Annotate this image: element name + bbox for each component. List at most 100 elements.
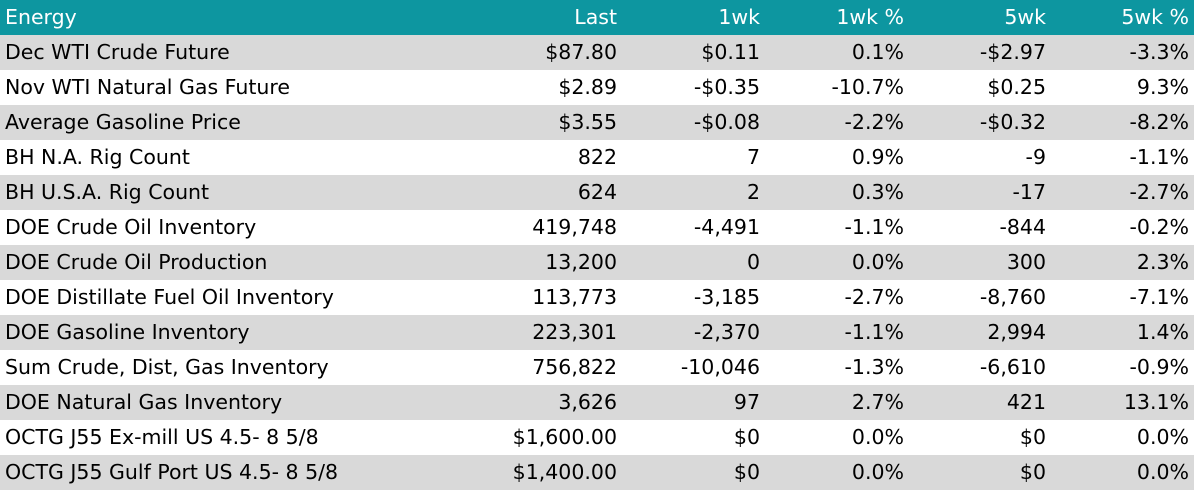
table-row: DOE Natural Gas Inventory 3,626 97 2.7% 421 1… [0, 385, 1194, 420]
cell-last: 624 [577, 180, 617, 204]
cell-1wk: $0 [733, 460, 760, 484]
cell-name: Nov WTI Natural Gas Future [5, 75, 290, 99]
cell-5wk-pct: 13.1% [1123, 390, 1189, 414]
cell-name: DOE Crude Oil Production [5, 250, 268, 274]
cell-5wk-pct: 9.3% [1136, 75, 1189, 99]
cell-5wk: $0 [1019, 425, 1046, 449]
cell-1wk-pct: 0.9% [851, 145, 904, 169]
cell-name: Dec WTI Crude Future [5, 40, 230, 64]
cell-5wk-pct: -2.7% [1129, 180, 1189, 204]
cell-5wk: -$2.97 [979, 40, 1046, 64]
cell-5wk-pct: 2.3% [1136, 250, 1189, 274]
table-row: DOE Crude Oil Inventory 419,748 -4,491 -1.1… [0, 210, 1194, 245]
header-1wk: 1wk [718, 5, 760, 29]
cell-5wk: 421 [1006, 390, 1046, 414]
header-5wk: 5wk [1004, 5, 1046, 29]
cell-name: DOE Gasoline Inventory [5, 320, 250, 344]
cell-last: $87.80 [545, 40, 617, 64]
table-row: Sum Crude, Dist, Gas Inventory 756,822 -10… [0, 350, 1194, 385]
cell-name: Average Gasoline Price [5, 110, 241, 134]
cell-name: OCTG J55 Ex-mill US 4.5- 8 5/8 [5, 425, 319, 449]
table-body: Dec WTI Crude Future $87.80 $0.11 0.1% -$2.9… [0, 35, 1194, 490]
cell-last: $1,400.00 [512, 460, 617, 484]
cell-name: OCTG J55 Gulf Port US 4.5- 8 5/8 [5, 460, 339, 484]
table-row: Average Gasoline Price $3.55 -$0.08 -2.2% -$… [0, 105, 1194, 140]
cell-1wk-pct: 0.0% [851, 425, 904, 449]
cell-5wk: -8,760 [979, 285, 1046, 309]
cell-5wk: $0 [1019, 460, 1046, 484]
table-row: DOE Crude Oil Production 13,200 0 0.0% 300 2.… [0, 245, 1194, 280]
table-row: BH U.S.A. Rig Count 624 2 0.3% -17 -2.7% [0, 175, 1194, 210]
cell-1wk-pct: 2.7% [851, 390, 904, 414]
cell-5wk-pct: 0.0% [1136, 460, 1189, 484]
cell-5wk-pct: -8.2% [1129, 110, 1189, 134]
cell-name: Sum Crude, Dist, Gas Inventory [5, 355, 329, 379]
table-row: DOE Gasoline Inventory 223,301 -2,370 -1.1%… [0, 315, 1194, 350]
cell-5wk-pct: 1.4% [1136, 320, 1189, 344]
cell-5wk: 300 [1006, 250, 1046, 274]
cell-1wk: -4,491 [693, 215, 760, 239]
cell-1wk: -3,185 [693, 285, 760, 309]
cell-5wk: -17 [1012, 180, 1046, 204]
cell-name: DOE Natural Gas Inventory [5, 390, 283, 414]
table-header: Energy Last 1wk 1wk % 5wk 5wk % [0, 0, 1194, 35]
cell-5wk: -6,610 [979, 355, 1046, 379]
cell-last: $3.55 [558, 110, 617, 134]
cell-5wk-pct: -1.1% [1129, 145, 1189, 169]
cell-1wk: 0 [746, 250, 760, 274]
table-row: Dec WTI Crude Future $87.80 $0.11 0.1% -$2.9… [0, 35, 1194, 70]
header-energy: Energy [5, 5, 77, 29]
header-1wk-pct: 1wk % [836, 5, 904, 29]
cell-5wk: $0.25 [987, 75, 1046, 99]
cell-5wk-pct: -3.3% [1129, 40, 1189, 64]
cell-last: 822 [577, 145, 617, 169]
cell-5wk: -844 [999, 215, 1046, 239]
cell-last: 223,301 [532, 320, 617, 344]
cell-1wk: -2,370 [693, 320, 760, 344]
cell-last: 13,200 [545, 250, 617, 274]
cell-1wk-pct: 0.0% [851, 460, 904, 484]
cell-1wk: -10,046 [680, 355, 760, 379]
cell-1wk-pct: 0.1% [851, 40, 904, 64]
table-row: Nov WTI Natural Gas Future $2.89 -$0.35 -10… [0, 70, 1194, 105]
cell-1wk: 7 [746, 145, 760, 169]
header-last: Last [574, 5, 617, 29]
cell-5wk: -9 [1025, 145, 1046, 169]
cell-last: 3,626 [558, 390, 617, 414]
cell-last: 419,748 [532, 215, 617, 239]
cell-1wk-pct: -2.7% [844, 285, 904, 309]
table-row: OCTG J55 Gulf Port US 4.5- 8 5/8 $1,400.0… [0, 455, 1194, 490]
cell-5wk: -$0.32 [979, 110, 1046, 134]
cell-1wk-pct: -1.1% [844, 215, 904, 239]
cell-1wk: -$0.35 [693, 75, 760, 99]
table-row: BH N.A. Rig Count 822 7 0.9% -9 -1.1% [0, 140, 1194, 175]
cell-5wk-pct: 0.0% [1136, 425, 1189, 449]
cell-5wk-pct: -0.9% [1129, 355, 1189, 379]
cell-5wk-pct: -0.2% [1129, 215, 1189, 239]
cell-last: 756,822 [532, 355, 617, 379]
cell-name: DOE Distillate Fuel Oil Inventory [5, 285, 334, 309]
table-row: DOE Distillate Fuel Oil Inventory 113,773… [0, 280, 1194, 315]
cell-1wk: $0.11 [701, 40, 760, 64]
cell-1wk-pct: -1.3% [844, 355, 904, 379]
cell-last: $2.89 [558, 75, 617, 99]
cell-name: BH N.A. Rig Count [5, 145, 190, 169]
cell-1wk-pct: 0.3% [851, 180, 904, 204]
cell-name: BH U.S.A. Rig Count [5, 180, 210, 204]
cell-1wk: -$0.08 [693, 110, 760, 134]
cell-1wk-pct: 0.0% [851, 250, 904, 274]
cell-1wk: 2 [746, 180, 760, 204]
cell-5wk-pct: -7.1% [1129, 285, 1189, 309]
cell-1wk-pct: -1.1% [844, 320, 904, 344]
cell-1wk: 97 [733, 390, 760, 414]
cell-1wk-pct: -10.7% [831, 75, 904, 99]
cell-last: 113,773 [532, 285, 617, 309]
header-row: Energy Last 1wk 1wk % 5wk 5wk % [0, 0, 1194, 35]
header-5wk-pct: 5wk % [1121, 5, 1189, 29]
cell-last: $1,600.00 [512, 425, 617, 449]
cell-name: DOE Crude Oil Inventory [5, 215, 257, 239]
cell-1wk: $0 [733, 425, 760, 449]
cell-5wk: 2,994 [987, 320, 1046, 344]
table-row: OCTG J55 Ex-mill US 4.5- 8 5/8 $1,600.00 $… [0, 420, 1194, 455]
